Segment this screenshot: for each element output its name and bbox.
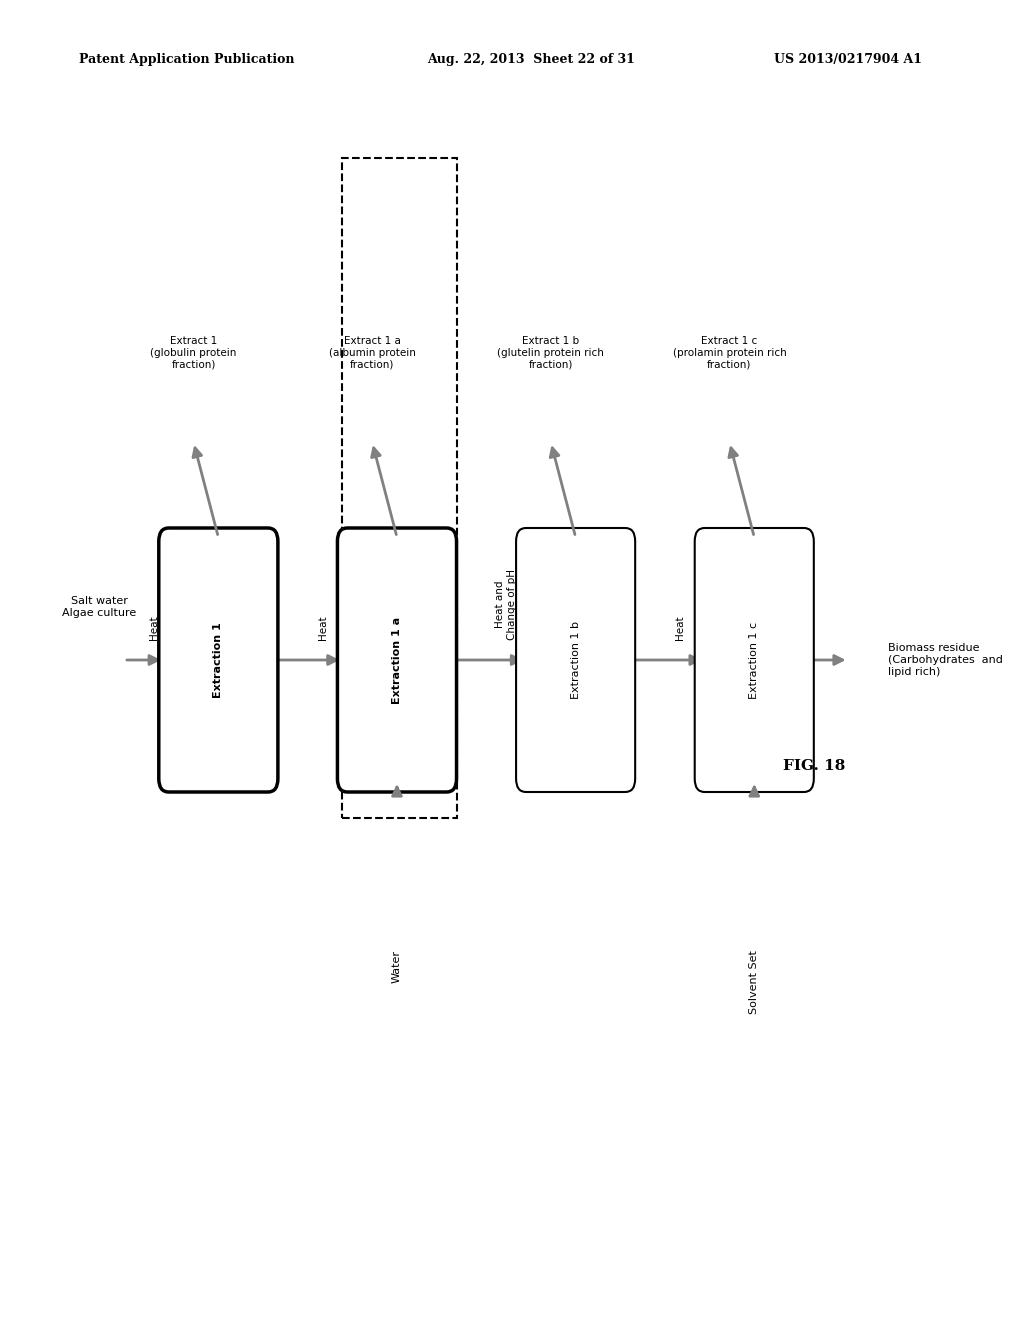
Text: Extraction 1 b: Extraction 1 b bbox=[570, 620, 581, 700]
Text: Extract 1 a
(albumin protein
fraction): Extract 1 a (albumin protein fraction) bbox=[329, 337, 416, 370]
Text: Extract 1 c
(prolamin protein rich
fraction): Extract 1 c (prolamin protein rich fract… bbox=[673, 337, 786, 370]
Text: Biomass residue
(Carbohydrates  and
lipid rich): Biomass residue (Carbohydrates and lipid… bbox=[888, 643, 1004, 677]
Text: Water: Water bbox=[392, 950, 402, 983]
Text: US 2013/0217904 A1: US 2013/0217904 A1 bbox=[774, 53, 923, 66]
Text: Extraction 1 a: Extraction 1 a bbox=[392, 616, 402, 704]
Text: Aug. 22, 2013  Sheet 22 of 31: Aug. 22, 2013 Sheet 22 of 31 bbox=[427, 53, 635, 66]
Text: Extract 1 b
(glutelin protein rich
fraction): Extract 1 b (glutelin protein rich fract… bbox=[498, 337, 604, 370]
FancyBboxPatch shape bbox=[694, 528, 814, 792]
Text: Solvent Set: Solvent Set bbox=[750, 950, 759, 1014]
Text: Extraction 1 c: Extraction 1 c bbox=[750, 622, 759, 698]
Text: Heat: Heat bbox=[148, 615, 159, 640]
FancyBboxPatch shape bbox=[516, 528, 635, 792]
FancyBboxPatch shape bbox=[338, 528, 457, 792]
FancyBboxPatch shape bbox=[159, 528, 278, 792]
Text: Extraction 1: Extraction 1 bbox=[213, 622, 223, 698]
Text: Extract 1
(globulin protein
fraction): Extract 1 (globulin protein fraction) bbox=[151, 337, 237, 370]
Text: Heat and
Change of pH: Heat and Change of pH bbox=[496, 569, 517, 640]
Text: Salt water
Algae culture: Salt water Algae culture bbox=[62, 597, 136, 618]
Text: Patent Application Publication: Patent Application Publication bbox=[80, 53, 295, 66]
Text: Heat: Heat bbox=[317, 615, 328, 640]
Text: Heat: Heat bbox=[675, 615, 685, 640]
Text: FIG. 18: FIG. 18 bbox=[782, 759, 845, 772]
